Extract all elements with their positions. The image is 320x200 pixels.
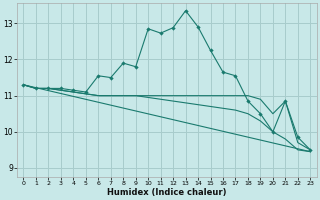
X-axis label: Humidex (Indice chaleur): Humidex (Indice chaleur) <box>107 188 227 197</box>
